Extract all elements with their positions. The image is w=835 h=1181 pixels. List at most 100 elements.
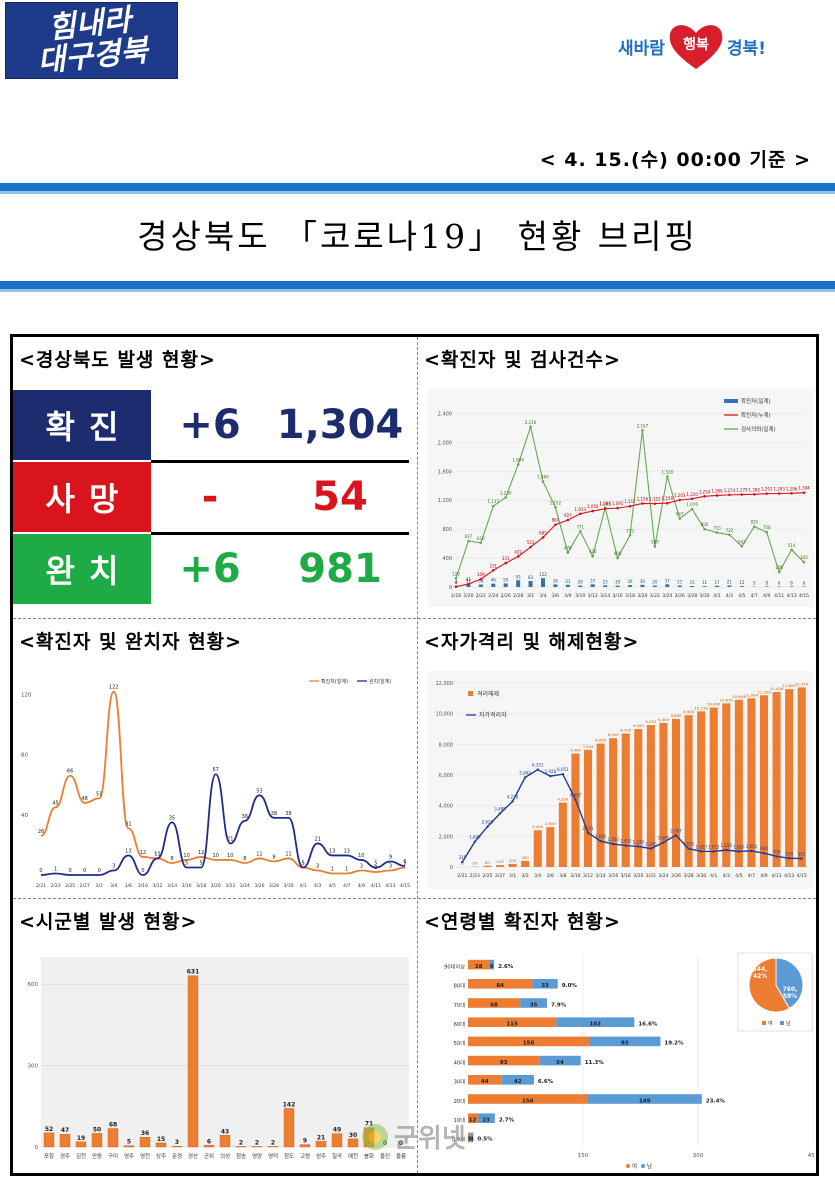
bar-label: 52 [45, 1126, 53, 1133]
point-label: 122 [109, 685, 119, 691]
x-tick-label: 3/6 [552, 593, 559, 599]
male-label: 6 [490, 964, 494, 970]
age-chart: 150 300 450 90대이상 28 6 2.6% 80대 84 33 9.0% 70대 68 35 7… [444, 952, 819, 1170]
release-bar [533, 830, 542, 867]
male-bar [520, 998, 547, 1008]
female-bar [468, 1036, 590, 1047]
point-label: 11 [256, 851, 262, 857]
release-bar [596, 743, 605, 867]
series-point [800, 857, 803, 860]
point-label: 1,156 [637, 496, 649, 501]
bar-label: 19 [77, 1135, 85, 1142]
daily-label: 6 [778, 581, 781, 586]
point-label: 1,690 [595, 834, 607, 839]
series-point [479, 577, 483, 581]
point-label: 331 [502, 556, 510, 561]
x-tick-label: 4/3 [726, 593, 733, 599]
y-tick-label: 300 [28, 1064, 39, 1070]
x-tick-label: 영천 [140, 1152, 150, 1160]
y-tick-label: 2,000 [439, 834, 453, 840]
point-label: 8 [170, 856, 173, 862]
region-bar [187, 975, 199, 1148]
status-delta: +6 [179, 402, 241, 448]
daily-label: 4 [455, 581, 458, 586]
series-line [461, 768, 802, 863]
daily-bar [764, 586, 769, 587]
gyeongbuk-slogan-logo: 새바람 행복 경북! [618, 16, 818, 76]
point-label: 1,102 [550, 500, 562, 505]
bar-label: 30 [349, 1132, 357, 1139]
point-label: 0 [98, 868, 101, 874]
point-label: 10 [183, 853, 189, 859]
x-tick-label: 3/28 [687, 593, 697, 599]
heart-icon: 행복 [666, 19, 726, 73]
x-tick-label: 3/12 [583, 873, 593, 879]
region-bar [107, 1128, 119, 1148]
watermark-logo-icon [362, 1123, 388, 1150]
percent-label: 16.6% [638, 1022, 658, 1028]
female-bar [468, 998, 521, 1008]
point-label: 861 [552, 518, 560, 523]
legend-swatch [641, 1164, 645, 1168]
series-point [454, 577, 458, 580]
daily-bar [603, 585, 608, 587]
series-point [479, 541, 483, 545]
point-label: 1,528 [662, 470, 674, 475]
series-point [628, 534, 632, 537]
series-point [616, 506, 619, 510]
daily-label: 20 [652, 580, 658, 585]
bottom-divider [0, 281, 835, 289]
bar-label: 4,200 [557, 797, 568, 802]
legend-label: 남 [647, 1162, 652, 1170]
series-point [611, 842, 615, 846]
x-tick-label: 2/28 [513, 593, 523, 599]
bar-label: 0 [399, 1140, 403, 1147]
bar-label: 10,150 [694, 705, 708, 710]
series-point [802, 491, 806, 495]
point-label: 5,928 [545, 769, 557, 774]
point-label: 570 [785, 851, 793, 856]
point-label: 1,013 [575, 507, 587, 512]
x-tick-label: 군위 [204, 1152, 214, 1160]
x-tick-label: 2/27 [495, 873, 505, 879]
point-label: 1,274 [724, 488, 736, 493]
daily-label: 11 [702, 580, 708, 585]
status-delta: +6 [179, 546, 241, 592]
series-point [687, 847, 690, 850]
x-tick-label: 4/5 [738, 593, 745, 599]
daily-label: 34 [478, 579, 484, 584]
x-tick-label: 3/24 [658, 873, 668, 879]
x-tick-label: 2/27 [80, 883, 90, 889]
female-bar [468, 1017, 557, 1027]
point-label: 1,200 [645, 842, 657, 847]
point-label: 610 [477, 536, 485, 541]
point-label: 1 [331, 866, 334, 872]
pie-female-label: 760, [783, 986, 798, 993]
x-tick-label: 3/18 [196, 883, 206, 889]
bar-label: 2,600 [545, 821, 556, 826]
point-label: 1,117 [624, 499, 636, 504]
point-label: 560 [651, 540, 659, 545]
bar-label: 0 [461, 861, 464, 866]
series-point [578, 529, 582, 533]
x-tick-label: 예천 [348, 1152, 358, 1160]
male-label: 35 [530, 1002, 538, 1008]
x-tick-label: 3/6 [547, 873, 554, 879]
x-tick-label: 안동 [92, 1153, 102, 1160]
x-tick-label: 2/25 [482, 873, 492, 879]
male-bar [587, 1094, 702, 1104]
release-bar [521, 860, 530, 867]
bar-label: 11,200 [757, 689, 771, 694]
y-tick-label: 70대 [454, 1001, 466, 1009]
point-label: 5 [301, 860, 304, 866]
x-tick-label: 3/18 [625, 593, 635, 599]
daily-label: 93 [516, 574, 522, 579]
bar-label: 10,400 [707, 702, 721, 707]
series-point [591, 509, 595, 513]
series-point [678, 498, 682, 502]
release-bar [671, 718, 681, 867]
bar-label: 9,000 [633, 723, 644, 728]
x-tick-label: 4/11 [371, 883, 381, 889]
point-label: 426 [589, 549, 597, 554]
bar-label: 36 [141, 1130, 149, 1137]
